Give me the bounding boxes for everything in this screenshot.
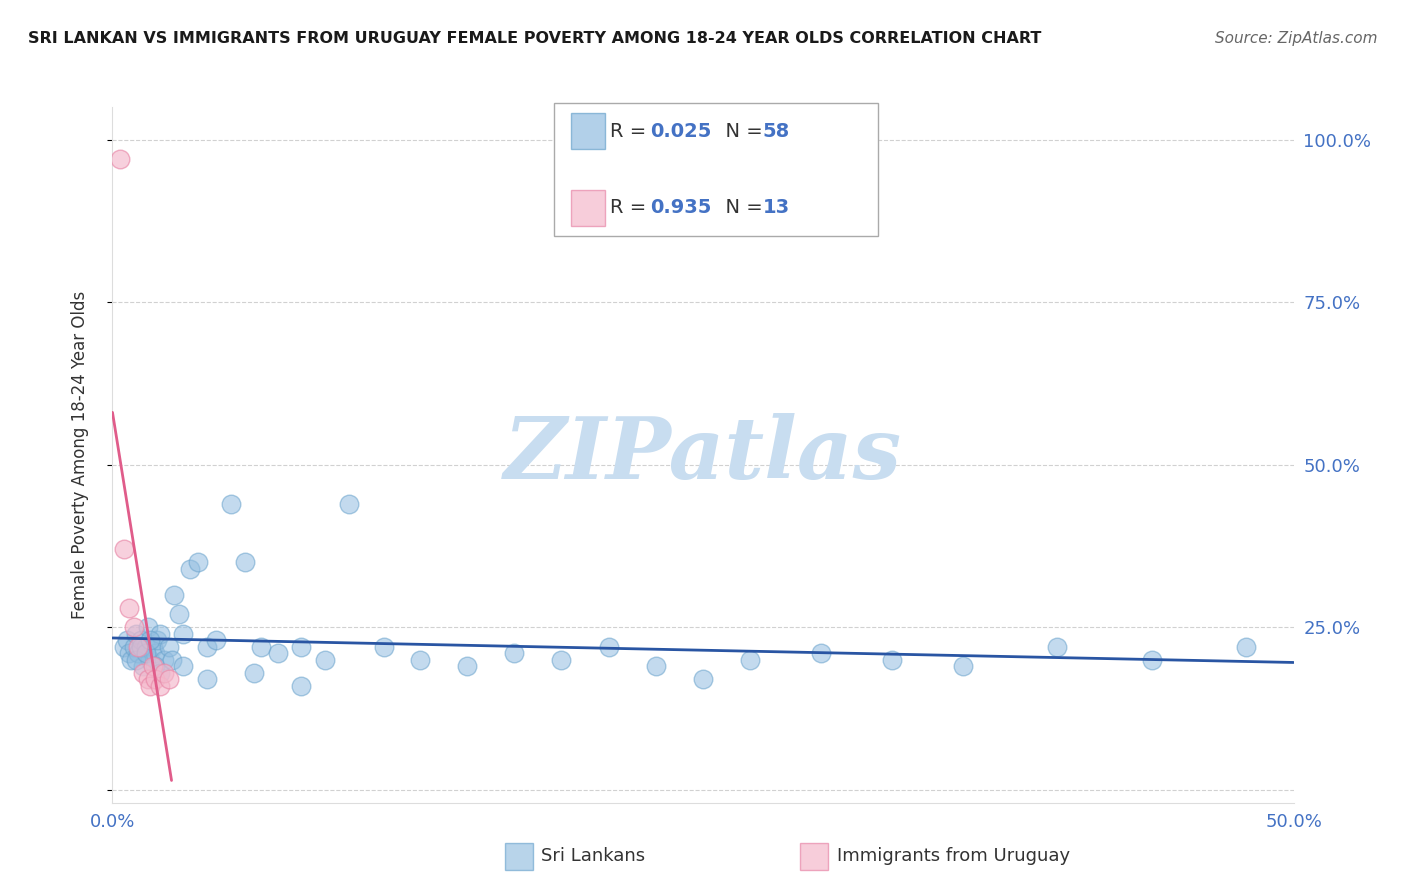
Point xyxy=(139,653,162,667)
Text: ZIPatlas: ZIPatlas xyxy=(503,413,903,497)
Point xyxy=(125,626,148,640)
Point xyxy=(373,640,395,654)
Point xyxy=(598,640,620,654)
Point xyxy=(153,653,176,667)
Y-axis label: Female Poverty Among 18-24 Year Olds: Female Poverty Among 18-24 Year Olds xyxy=(70,291,89,619)
Point xyxy=(195,672,218,686)
Point xyxy=(149,665,172,680)
Text: 58: 58 xyxy=(762,121,790,141)
Text: Immigrants from Uruguay: Immigrants from Uruguay xyxy=(837,847,1070,865)
Point xyxy=(243,665,266,680)
Point xyxy=(179,562,201,576)
Text: SRI LANKAN VS IMMIGRANTS FROM URUGUAY FEMALE POVERTY AMONG 18-24 YEAR OLDS CORRE: SRI LANKAN VS IMMIGRANTS FROM URUGUAY FE… xyxy=(28,31,1042,46)
Point xyxy=(149,679,172,693)
Text: 13: 13 xyxy=(762,198,789,218)
Point xyxy=(408,653,430,667)
Point xyxy=(129,640,152,654)
Text: 0.025: 0.025 xyxy=(650,121,711,141)
Point xyxy=(122,640,145,654)
Point xyxy=(810,646,832,660)
Point xyxy=(120,653,142,667)
Point xyxy=(139,679,162,693)
Point xyxy=(136,672,159,686)
Point xyxy=(157,672,180,686)
Point xyxy=(142,640,165,654)
Point xyxy=(129,633,152,648)
Text: R =: R = xyxy=(610,198,652,218)
Point xyxy=(135,646,157,660)
Text: N =: N = xyxy=(713,198,769,218)
Point xyxy=(186,555,208,569)
Point xyxy=(125,653,148,667)
Text: Source: ZipAtlas.com: Source: ZipAtlas.com xyxy=(1215,31,1378,46)
Point xyxy=(139,633,162,648)
Point xyxy=(692,672,714,686)
Point xyxy=(149,626,172,640)
Point xyxy=(337,497,360,511)
Point xyxy=(1046,640,1069,654)
Point xyxy=(132,659,155,673)
Point xyxy=(118,646,141,660)
Point xyxy=(205,633,228,648)
Point xyxy=(153,665,176,680)
Point xyxy=(503,646,526,660)
Point xyxy=(132,665,155,680)
Point xyxy=(314,653,336,667)
Point xyxy=(290,640,312,654)
Point xyxy=(195,640,218,654)
Point xyxy=(157,640,180,654)
Point xyxy=(167,607,190,622)
Point xyxy=(250,640,273,654)
Point xyxy=(952,659,974,673)
Point xyxy=(118,600,141,615)
Point xyxy=(172,659,194,673)
Point xyxy=(143,659,166,673)
Point xyxy=(143,646,166,660)
Point xyxy=(550,653,572,667)
Point xyxy=(290,679,312,693)
Point xyxy=(456,659,478,673)
Point xyxy=(136,620,159,634)
Point xyxy=(163,588,186,602)
Point xyxy=(115,633,138,648)
Text: Sri Lankans: Sri Lankans xyxy=(541,847,645,865)
Point xyxy=(267,646,290,660)
Point xyxy=(146,633,169,648)
Point xyxy=(1234,640,1257,654)
Point xyxy=(135,640,157,654)
Point xyxy=(740,653,762,667)
Point xyxy=(108,152,131,166)
Point xyxy=(160,653,183,667)
Text: R =: R = xyxy=(610,121,652,141)
Point xyxy=(127,640,149,654)
Point xyxy=(142,659,165,673)
Point xyxy=(172,626,194,640)
Point xyxy=(112,640,135,654)
Text: N =: N = xyxy=(713,121,769,141)
Point xyxy=(233,555,256,569)
Point xyxy=(143,672,166,686)
Point xyxy=(644,659,666,673)
Text: 0.935: 0.935 xyxy=(650,198,711,218)
Point xyxy=(219,497,242,511)
Point xyxy=(127,646,149,660)
Point xyxy=(880,653,903,667)
Point xyxy=(112,542,135,557)
Point xyxy=(122,620,145,634)
Point xyxy=(1140,653,1163,667)
